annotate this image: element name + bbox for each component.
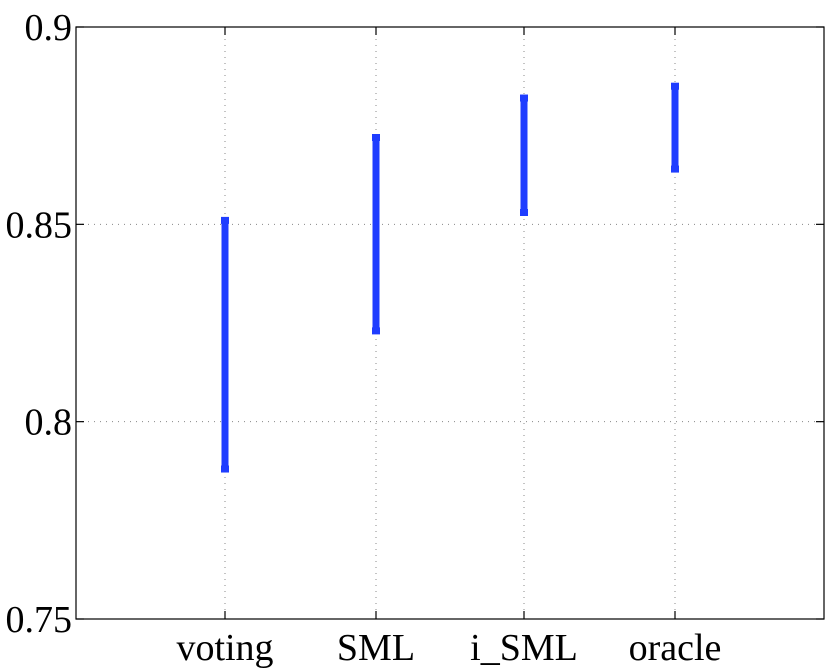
x-tick-label-oracle: oracle [629,627,722,669]
y-tick-labels: 0.75 0.8 0.85 0.9 [6,7,73,641]
error-bars [221,82,679,473]
tick-marks [76,26,824,620]
x-tick-label-voting: voting [176,627,273,669]
grid [76,27,824,619]
x-tick-label-i-sml: i_SML [470,627,578,669]
y-tick-label: 0.9 [25,7,73,49]
x-tick-label-sml: SML [337,627,415,669]
y-tick-label: 0.8 [25,402,73,444]
y-tick-label: 0.85 [6,204,73,246]
y-tick-label: 0.75 [6,599,73,641]
x-tick-labels: voting SML i_SML oracle [176,627,721,669]
plot-frame [75,26,825,620]
